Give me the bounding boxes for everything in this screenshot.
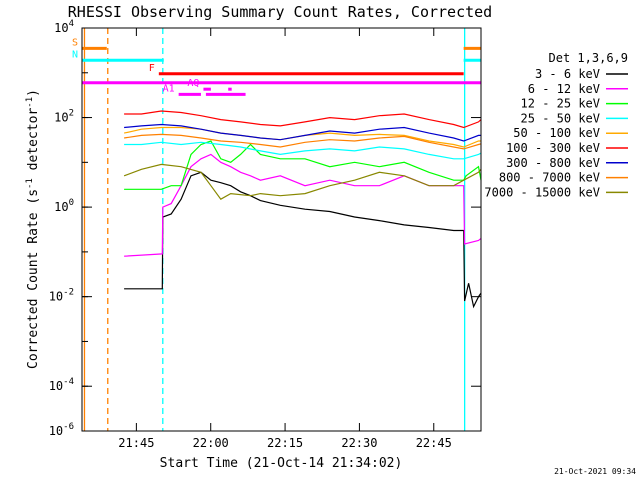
series-line-6 <box>124 123 481 142</box>
series-line-8 <box>123 163 482 200</box>
legend-label-1: 6 - 12 keV <box>528 82 600 96</box>
y-axis-label: Corrected Count Rate (s-1 detector-1) <box>25 89 41 369</box>
x-tick-label-3: 22:30 <box>341 436 377 450</box>
series-line-5 <box>124 110 482 129</box>
annotation-label-5: A1 <box>163 83 175 94</box>
x-axis-label: Start Time (21-Oct-14 21:34:02) <box>160 456 403 471</box>
legend-label-3: 25 - 50 keV <box>521 111 600 125</box>
annotation-label-4: AQ <box>187 78 199 89</box>
legend-label-0: 3 - 6 keV <box>535 67 600 81</box>
y-axis-label-mid: detector <box>26 108 41 179</box>
series-line-7 <box>124 133 482 150</box>
y-tick-label-1: 10-4 <box>49 377 74 393</box>
legend-label-2: 12 - 25 keV <box>521 97 600 111</box>
legend-label-7: 800 - 7000 keV <box>499 171 600 185</box>
series-line-3 <box>124 141 482 160</box>
y-tick-label-0: 10-6 <box>49 422 74 438</box>
y-tick-label-4: 102 <box>54 109 74 125</box>
series-line-2 <box>124 140 482 190</box>
x-tick-label-4: 22:45 <box>416 436 452 450</box>
y-axis-label-sup2: -1 <box>25 97 35 108</box>
y-axis-label-sup1: -1 <box>25 178 35 189</box>
y-tick-label-3: 100 <box>54 198 74 214</box>
y-axis-label-main: Corrected Count Rate (s <box>26 189 41 369</box>
chart-title: RHESSI Observing Summary Count Rates, Co… <box>68 3 492 21</box>
series-line-0 <box>124 171 482 309</box>
x-tick-label-2: 22:15 <box>267 436 303 450</box>
annotation-label-1: N <box>72 49 78 60</box>
x-tick-label-0: 21:45 <box>118 436 154 450</box>
x-tick-label-1: 22:00 <box>193 436 229 450</box>
y-tick-label-5: 104 <box>54 19 74 35</box>
footer-stamp: 21-Oct-2021 09:34 <box>554 467 636 476</box>
y-axis-label-end: ) <box>26 89 41 97</box>
legend-label-4: 50 - 100 keV <box>513 126 600 140</box>
legend-label-6: 300 - 800 keV <box>506 156 600 170</box>
annotation-label-0: S <box>72 37 78 48</box>
legend-title: Det 1,3,6,9 <box>549 51 628 65</box>
y-tick-label-2: 10-2 <box>49 288 74 304</box>
legend-label-8: 7000 - 15000 keV <box>484 185 600 199</box>
legend-label-5: 100 - 300 keV <box>506 141 600 155</box>
annotation-label-2: F <box>149 63 155 74</box>
plot-frame <box>81 27 482 432</box>
